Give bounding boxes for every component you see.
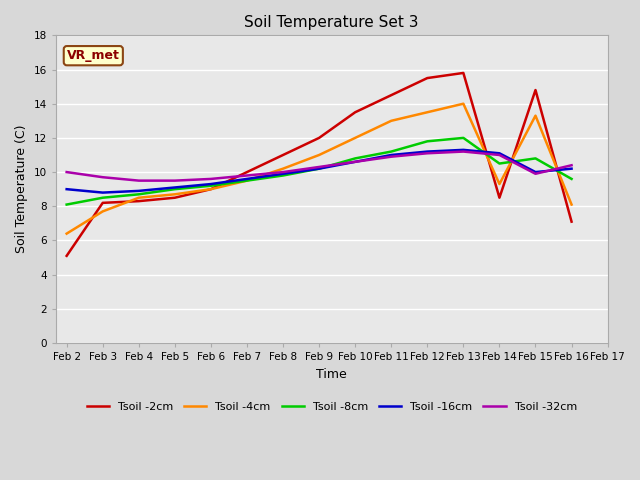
Y-axis label: Soil Temperature (C): Soil Temperature (C) (15, 125, 28, 253)
Text: VR_met: VR_met (67, 49, 120, 62)
X-axis label: Time: Time (316, 368, 347, 381)
Legend: Tsoil -2cm, Tsoil -4cm, Tsoil -8cm, Tsoil -16cm, Tsoil -32cm: Tsoil -2cm, Tsoil -4cm, Tsoil -8cm, Tsoi… (82, 398, 581, 417)
Title: Soil Temperature Set 3: Soil Temperature Set 3 (244, 15, 419, 30)
